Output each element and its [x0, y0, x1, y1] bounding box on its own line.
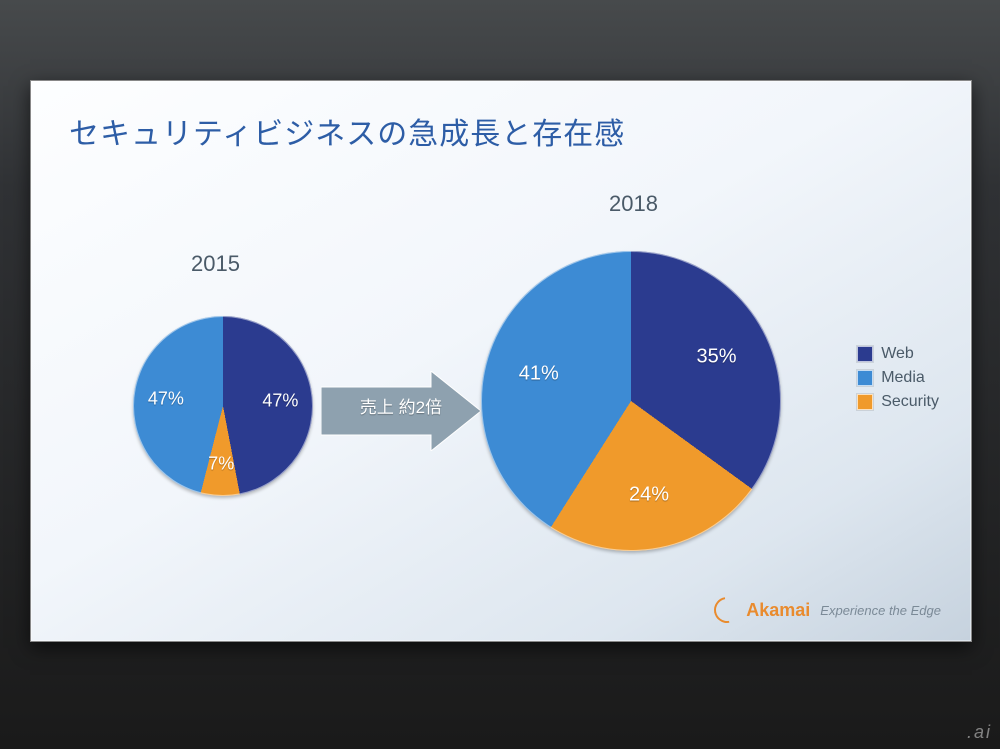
footer-logo: Akamai Experience the Edge — [714, 597, 941, 623]
legend-swatch-icon — [857, 394, 873, 410]
legend-item-security: Security — [857, 393, 939, 411]
slide-title: セキュリティビジネスの急成長と存在感 — [69, 109, 625, 153]
pie-chart-2018: 35% 24% 41% — [481, 251, 781, 551]
slice-label-security: 24% — [629, 484, 669, 507]
akamai-swoosh-icon — [709, 592, 745, 628]
slide: セキュリティビジネスの急成長と存在感 2015 47%7%47% 売上 約2倍 … — [30, 80, 972, 642]
legend-swatch-icon — [857, 370, 873, 386]
legend-label: Security — [881, 393, 939, 411]
slice-label-web: 35% — [697, 346, 737, 369]
legend-item-media: Media — [857, 369, 939, 387]
slice-label-security: 7% — [208, 453, 234, 474]
pie-chart-2015: 47% 7% 47% — [133, 316, 313, 496]
slice-label-media: 41% — [519, 363, 559, 386]
arrow-block: 売上 約2倍 — [321, 371, 481, 451]
legend-swatch-icon — [857, 346, 873, 362]
legend-label: Web — [881, 345, 914, 363]
slice-label-web: 47% — [262, 390, 298, 411]
chart-2015-title: 2015 — [191, 251, 240, 277]
chart-2018-title: 2018 — [609, 191, 658, 217]
brand-name: Akamai — [746, 600, 810, 621]
watermark: .ai — [967, 722, 992, 743]
legend-item-web: Web — [857, 345, 939, 363]
slice-label-media: 47% — [148, 388, 184, 409]
presentation-photo-frame: セキュリティビジネスの急成長と存在感 2015 47%7%47% 売上 約2倍 … — [0, 0, 1000, 749]
arrow-label: 売上 約2倍 — [321, 393, 481, 418]
legend: Web Media Security — [857, 345, 939, 417]
brand-tagline: Experience the Edge — [820, 603, 941, 618]
legend-label: Media — [881, 369, 925, 387]
